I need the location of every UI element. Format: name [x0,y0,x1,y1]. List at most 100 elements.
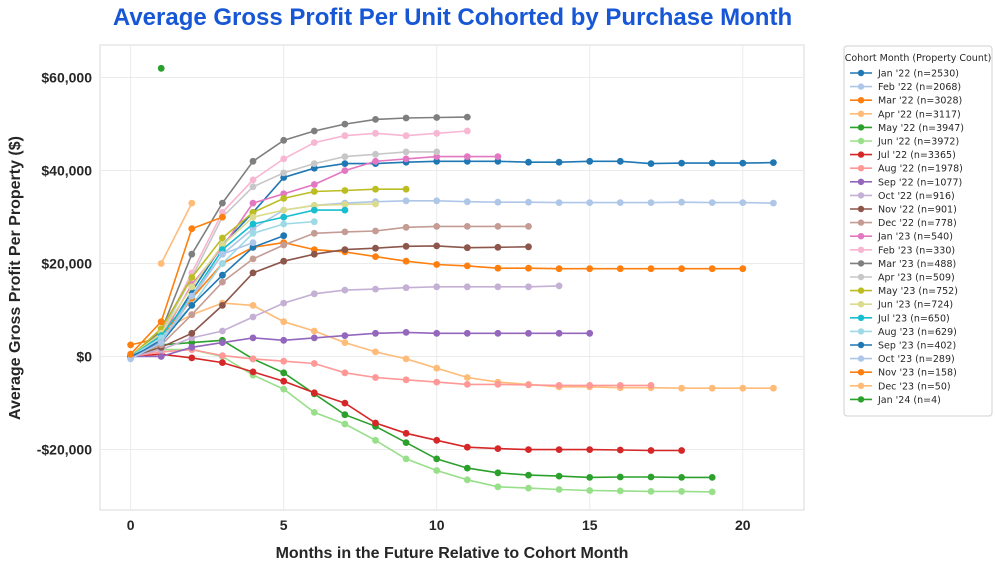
data-point [555,472,563,480]
series-line [160,202,193,264]
data-point [616,199,624,207]
data-point [555,282,563,290]
data-point [341,411,349,419]
legend-label: Sep '22 (n=1077) [878,177,962,188]
data-point [310,139,318,147]
data-point [555,486,563,493]
data-point [402,257,410,265]
data-point [708,199,716,207]
data-point [310,181,318,188]
x-tick-label: 15 [582,517,598,533]
data-point [280,206,288,214]
data-point [525,283,532,291]
data-point [433,114,441,121]
data-point [402,132,410,140]
legend-marker [857,151,865,158]
legend-marker [857,69,865,77]
data-point [433,455,441,463]
data-point [280,385,288,393]
data-point [372,419,379,427]
data-point [402,439,410,446]
data-point [341,160,349,168]
data-point [525,446,532,453]
data-point [372,185,379,193]
legend-label: Feb '22 (n=2068) [878,82,961,93]
data-point [249,313,257,321]
data-point [433,329,441,337]
data-point [372,129,379,137]
data-point [280,299,288,307]
data-point [739,199,747,207]
data-point [494,243,502,251]
legend-item: Nov '23 (n=158) [850,368,957,379]
data-point [372,157,379,165]
data-point [188,225,196,233]
data-point [555,329,563,337]
series-group [127,64,777,496]
legend-label: May '22 (n=3947) [878,123,964,134]
data-point [647,382,655,389]
data-point [341,339,349,346]
legend-item: Nov '22 (n=901) [850,205,957,216]
data-point [219,234,226,242]
grid [100,45,804,510]
data-point [310,229,318,237]
data-point [280,155,288,163]
x-tick-label: 20 [735,517,751,533]
data-point [372,150,379,158]
x-axis-ticks: 0 5 10 15 20 [127,517,751,533]
data-point [586,157,594,165]
data-point [525,484,532,492]
data-point [157,353,165,360]
legend-item: Jul '23 (n=650) [850,313,950,324]
legend-item: Jun '23 (n=724) [850,300,953,311]
data-point [647,160,655,168]
data-point [463,464,471,472]
data-point [219,209,226,216]
legend-marker [857,301,865,308]
data-point [188,250,196,258]
legend-item: Aug '22 (n=1978) [850,164,963,175]
legend-label: Feb '23 (n=330) [878,245,955,256]
series-21 [127,239,257,363]
data-point [310,160,318,168]
series-line [130,130,468,358]
data-point [249,302,257,309]
data-point [280,377,288,385]
data-point [188,274,196,281]
legend-item: Oct '22 (n=916) [850,191,955,202]
data-point [555,199,563,207]
data-point [127,355,134,363]
legend-marker [857,165,865,172]
legend-marker [857,314,865,321]
series-line [130,245,529,358]
legend-item: Jul '22 (n=3365) [850,150,956,161]
data-point [433,467,441,474]
data-point [188,354,196,362]
data-point [280,241,288,249]
x-axis-label: Months in the Future Relative to Cohort … [276,545,629,562]
data-point [310,250,318,258]
data-point [341,286,349,294]
data-point [310,290,318,298]
data-point [310,127,318,135]
data-point [708,159,716,167]
y-tick-label: $40,000 [41,163,92,179]
data-point [647,447,655,454]
data-point [433,157,441,165]
series-line [130,188,407,358]
data-point [402,223,410,231]
data-point [341,206,349,214]
data-point [402,155,410,163]
data-point [402,329,410,336]
data-point [678,488,685,495]
data-point [494,264,502,272]
data-point [739,265,747,273]
x-tick-label: 5 [280,517,288,533]
data-point [402,455,410,463]
legend-item: Sep '22 (n=1077) [850,177,962,188]
legend-label: Apr '23 (n=509) [878,273,955,284]
data-point [678,384,685,392]
data-point [280,220,288,228]
data-point [219,359,226,366]
